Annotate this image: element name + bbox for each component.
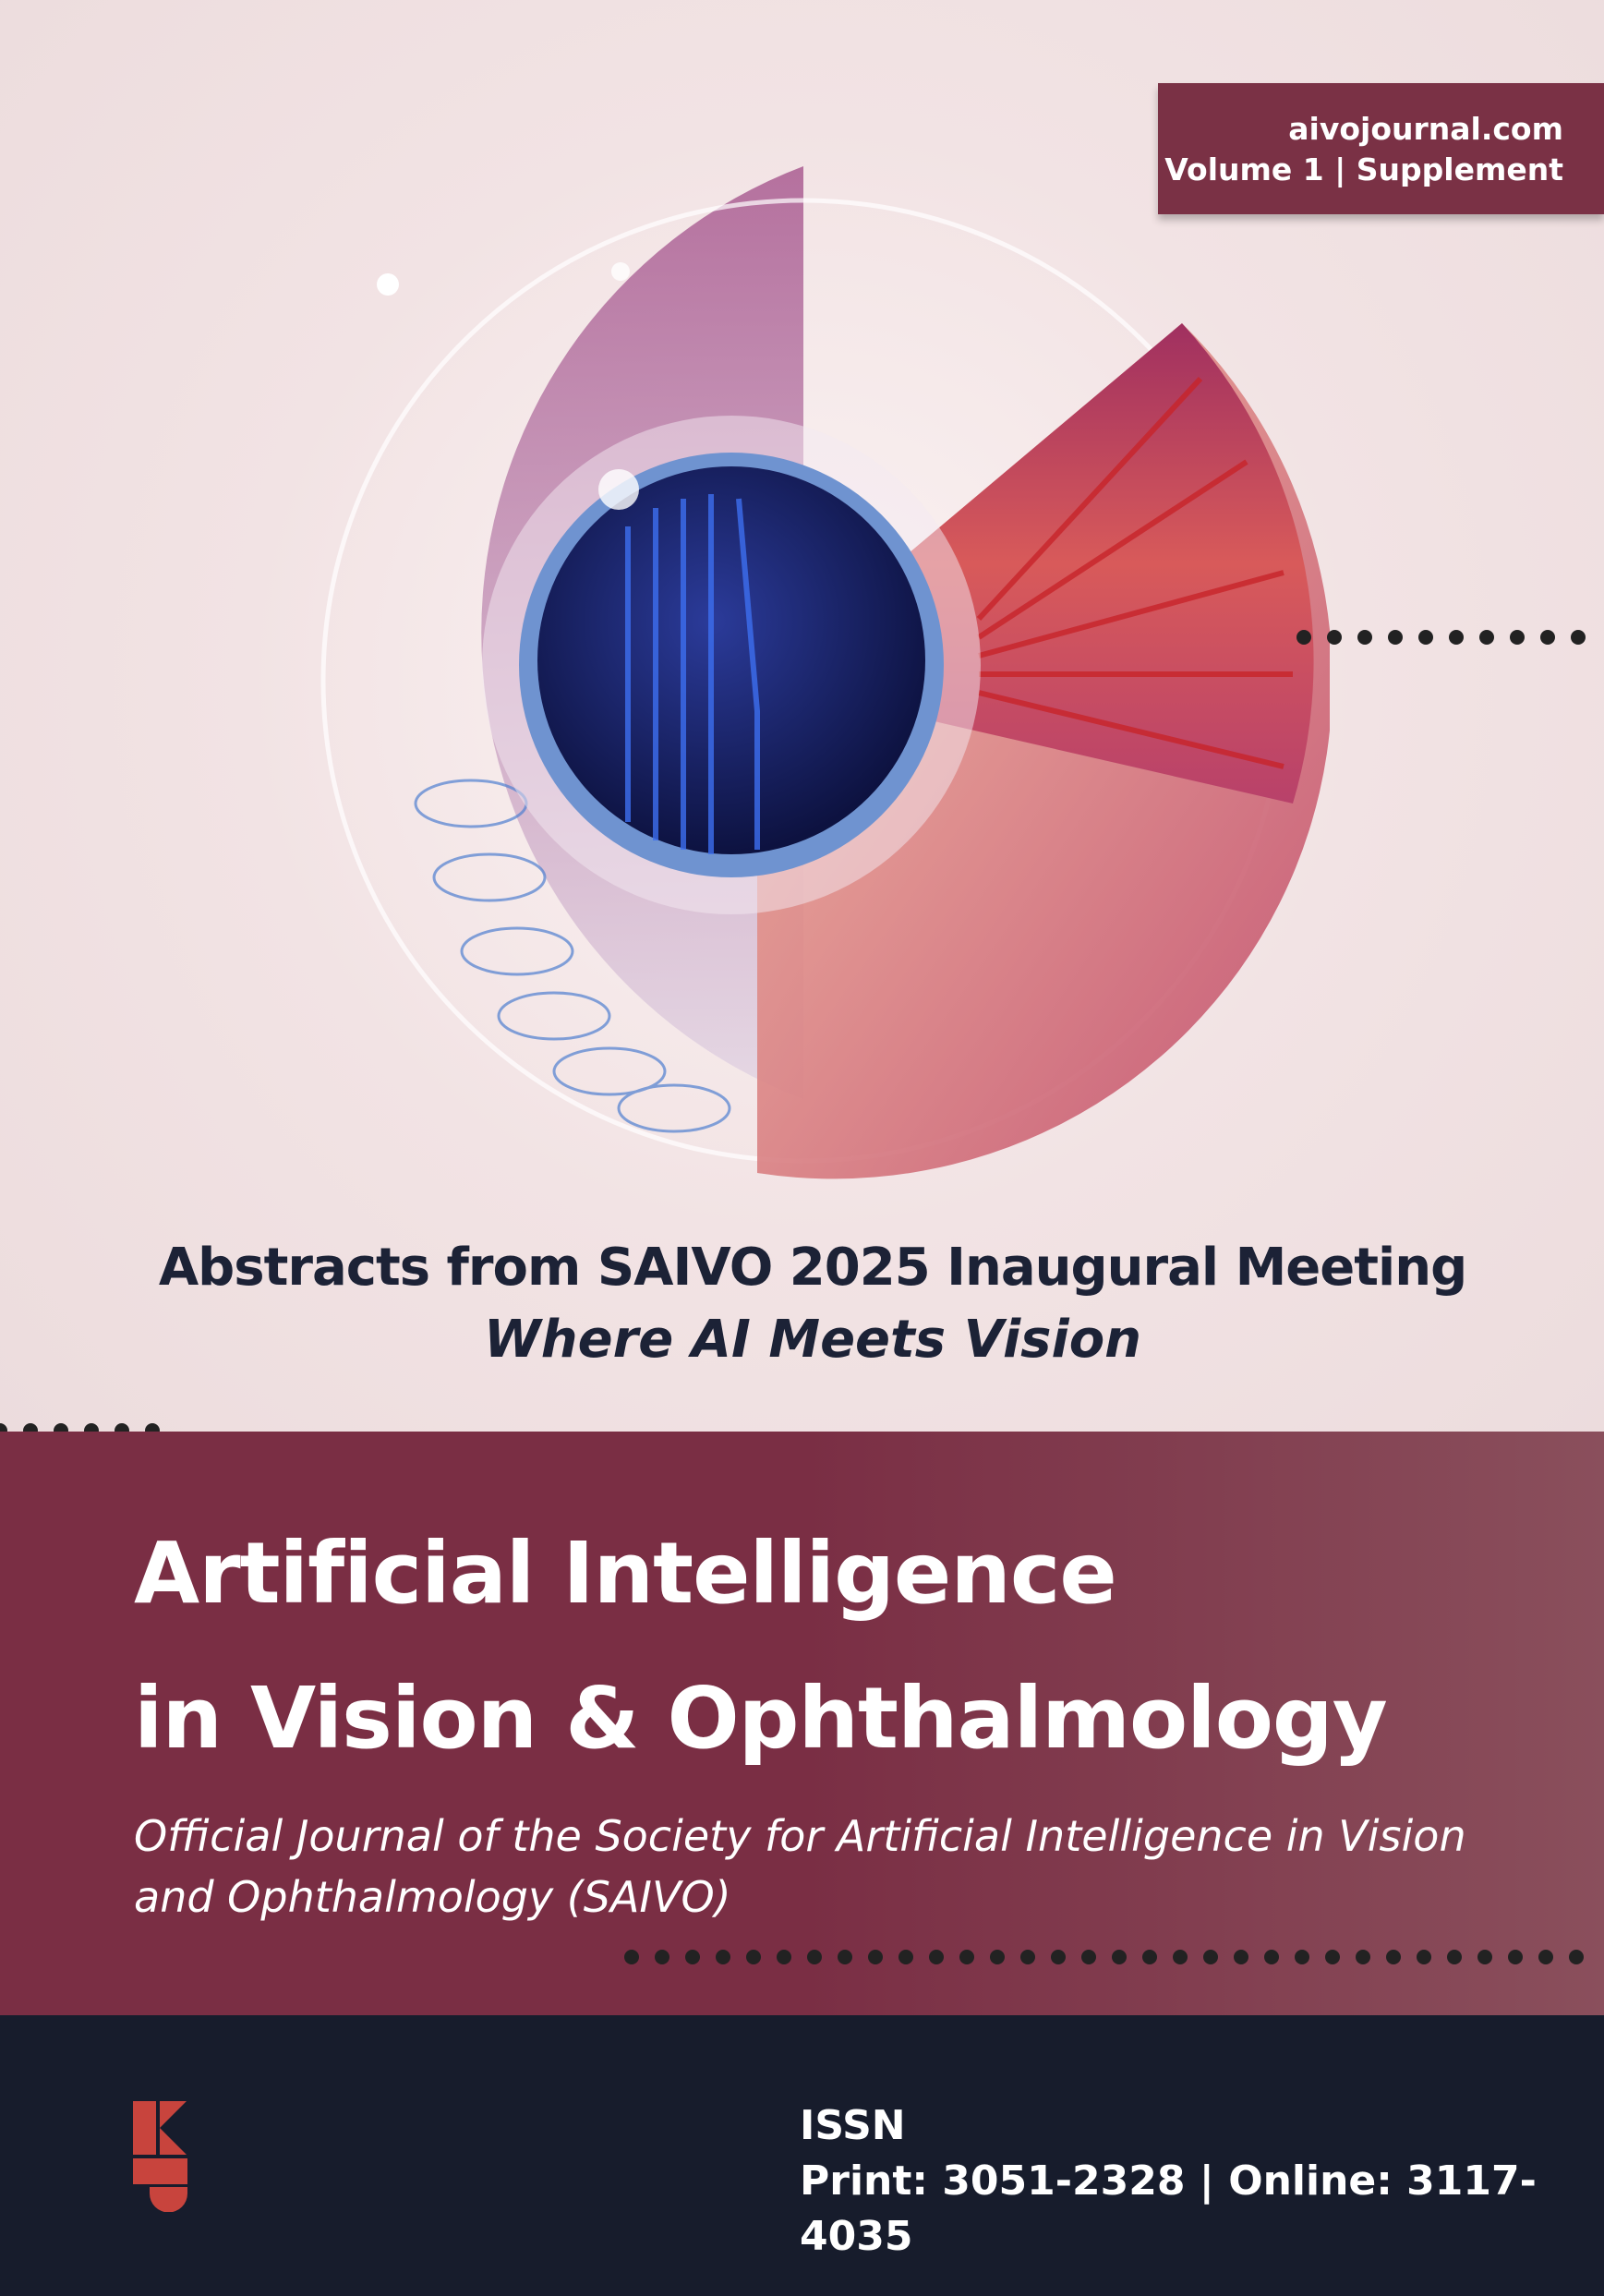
journal-website[interactable]: aivojournal.com bbox=[1288, 111, 1563, 147]
supplement-tagline: Where AI Meets Vision bbox=[483, 1310, 1142, 1370]
issn-info: ISSN Print: 3051-2328 | Online: 3117-403… bbox=[800, 2098, 1604, 2265]
issn-numbers: Print: 3051-2328 | Online: 3117-4035 bbox=[800, 2157, 1537, 2260]
supplement-title: Abstracts from SAIVO 2025 Inaugural Meet… bbox=[158, 1238, 1467, 1298]
footer: ISSN Print: 3051-2328 | Online: 3117-403… bbox=[0, 2015, 1604, 2296]
issn-label: ISSN bbox=[800, 2102, 906, 2149]
journal-title-line2: in Vision & Ophthalmology bbox=[134, 1669, 1388, 1768]
journal-title-band: Artificial Intelligence in Vision & Opht… bbox=[0, 1432, 1604, 2015]
decorative-dots-band bbox=[624, 1950, 1584, 1964]
issue-badge: aivojournal.com Volume 1 | Supplement bbox=[1158, 83, 1604, 214]
eye-illustration-icon bbox=[320, 166, 1330, 1179]
journal-subtitle: Official Journal of the Society for Arti… bbox=[134, 1811, 1466, 1922]
volume-info: Volume 1 | Supplement bbox=[1164, 151, 1563, 187]
journal-title-line1: Artificial Intelligence bbox=[134, 1524, 1117, 1623]
decorative-dots-right bbox=[1296, 630, 1586, 645]
publisher-logo-icon bbox=[133, 2101, 187, 2212]
